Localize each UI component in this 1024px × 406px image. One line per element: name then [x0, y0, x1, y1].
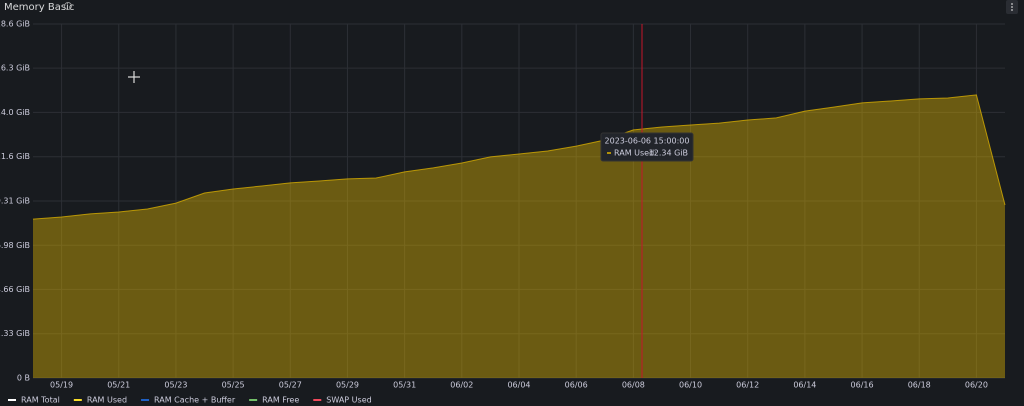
y-tick-label: 9.31 GiB — [0, 197, 30, 206]
legend-item[interactable]: RAM Used — [73, 396, 127, 405]
x-tick-label: 06/16 — [851, 381, 874, 390]
y-tick-label: 14.0 GiB — [0, 108, 30, 117]
y-tick-label: 18.6 GiB — [0, 20, 30, 29]
legend-item[interactable]: SWAP Used — [313, 396, 372, 405]
grid: 0 B 2.33 GiB 4.66 GiB 6.98 GiB 9.31 GiB 11.6 … — [0, 20, 1005, 390]
tooltip-time: 2023-06-06 15:00:00 — [605, 137, 690, 146]
legend-label: RAM Total — [21, 396, 60, 405]
x-tick-label: 05/23 — [164, 381, 187, 390]
y-tick-label: 0 B — [17, 374, 30, 383]
area-fill — [33, 94, 1005, 379]
x-tick-label: 06/20 — [965, 381, 988, 390]
y-tick-label: 2.33 GiB — [0, 329, 30, 338]
x-tick-label: 05/21 — [107, 381, 130, 390]
tooltip-value: 12.34 GiB — [649, 149, 688, 158]
x-tick-label: 06/10 — [679, 381, 702, 390]
x-tick-label: 06/08 — [622, 381, 645, 390]
y-tick-label: 6.98 GiB — [0, 241, 30, 250]
x-tick-label: 05/29 — [336, 381, 359, 390]
x-tick-label: 06/18 — [908, 381, 931, 390]
x-tick-label: 06/12 — [736, 381, 759, 390]
x-tick-label: 06/02 — [450, 381, 473, 390]
info-icon[interactable] — [64, 2, 72, 10]
legend-label: RAM Free — [262, 396, 299, 405]
legend-item[interactable]: RAM Free — [249, 396, 299, 405]
legend: RAM Total RAM Used RAM Cache + Buffer RAM F… — [8, 396, 372, 405]
y-tick-label: 4.66 GiB — [0, 285, 30, 294]
legend-label: SWAP Used — [326, 396, 371, 405]
x-tick-label: 06/06 — [565, 381, 588, 390]
panel-title: Memory Basic — [4, 2, 74, 13]
y-tick-label: 16.3 GiB — [0, 64, 30, 73]
legend-item[interactable]: RAM Total — [8, 396, 60, 405]
crosshair-cursor — [128, 71, 140, 83]
plot — [32, 94, 1006, 379]
legend-item[interactable]: RAM Cache + Buffer — [141, 396, 236, 405]
area-line — [32, 94, 1006, 220]
tooltip-series: RAM Used: — [614, 149, 657, 158]
x-tick-label: 05/27 — [279, 381, 302, 390]
x-tick-label: 05/19 — [50, 381, 73, 390]
legend-label: RAM Cache + Buffer — [154, 396, 236, 405]
x-tick-label: 06/14 — [793, 381, 816, 390]
x-tick-label: 05/25 — [222, 381, 245, 390]
tooltip: 2023-06-06 15:00:00 RAM Used: 12.34 GiB — [600, 132, 694, 162]
tooltip-box — [600, 132, 694, 162]
y-tick-label: 11.6 GiB — [0, 152, 30, 161]
x-tick-label: 05/31 — [393, 381, 416, 390]
legend-label: RAM Used — [87, 396, 127, 405]
menu-dots — [1011, 3, 1013, 11]
x-tick-label: 06/04 — [507, 381, 530, 390]
